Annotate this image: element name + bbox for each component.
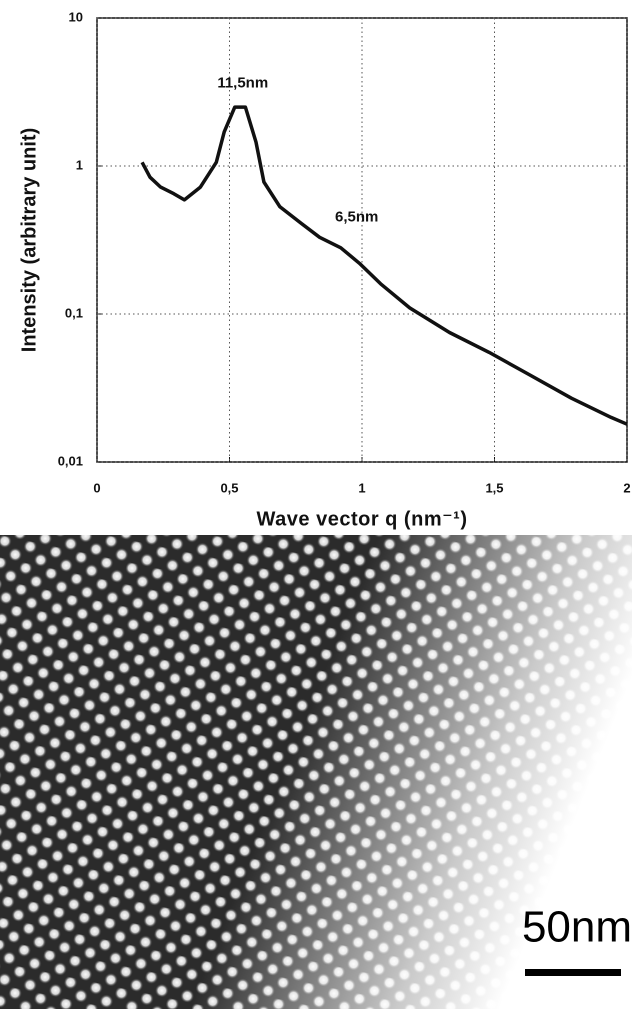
x-tick-label: 1,5 bbox=[485, 480, 503, 495]
y-tick-label: 0,01 bbox=[58, 453, 83, 468]
y-tick-label: 1 bbox=[76, 157, 83, 172]
y-tick-label: 0,1 bbox=[65, 305, 83, 320]
scale-bar-label: 50nm bbox=[522, 903, 632, 952]
annotation: 11,5nm bbox=[217, 75, 268, 92]
y-axis-label: Intensity (arbitrary unit) bbox=[18, 128, 40, 352]
y-tick-label: 10 bbox=[69, 9, 83, 24]
micrograph: 50nm bbox=[0, 535, 632, 1009]
data-line bbox=[140, 105, 628, 426]
x-tick-label: 2 bbox=[623, 480, 630, 495]
x-tick-label: 1 bbox=[358, 480, 365, 495]
annotation: 6,5nm bbox=[335, 208, 378, 225]
x-tick-label: 0 bbox=[93, 480, 100, 495]
x-axis-label: Wave vector q (nm⁻¹) bbox=[257, 508, 468, 530]
chart: Intensity (arbitrary unit) Wave vector q… bbox=[18, 9, 630, 530]
x-tick-label: 0,5 bbox=[220, 480, 238, 495]
scale-bar bbox=[525, 969, 621, 976]
tem-fade bbox=[0, 535, 632, 1009]
